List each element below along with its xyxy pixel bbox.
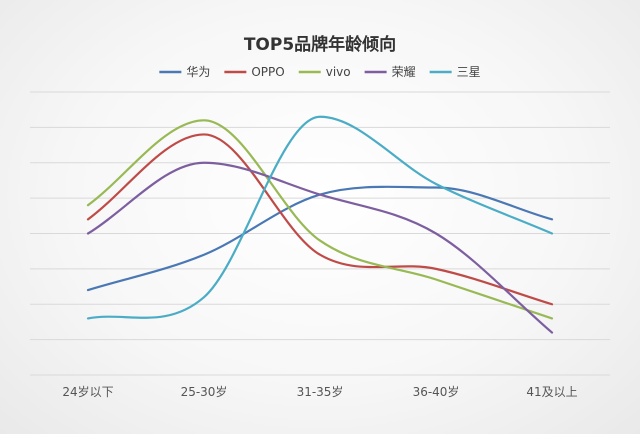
series-lines [86, 115, 554, 334]
x-axis-ticks: 24岁以下 25-30岁 31-35岁 36-40岁 41及以上 [62, 384, 577, 399]
x-tick-label: 24岁以下 [62, 384, 113, 399]
series-line [86, 185, 554, 292]
x-tick-label: 31-35岁 [297, 384, 344, 399]
legend-item: 荣耀 [364, 65, 416, 79]
legend-item: vivo [298, 65, 351, 79]
legend-item: 华为 [159, 65, 210, 79]
x-tick-label: 36-40岁 [413, 384, 460, 399]
legend-label: 三星 [457, 65, 481, 79]
series-line [86, 115, 554, 320]
legend-label: vivo [326, 65, 351, 79]
series-line [86, 119, 554, 320]
x-tick-label: 41及以上 [526, 385, 577, 399]
legend-label: OPPO [251, 65, 284, 79]
x-tick-label: 25-30岁 [181, 384, 228, 399]
chart-title: TOP5品牌年龄倾向 [244, 34, 396, 55]
series-line [86, 133, 554, 306]
legend: 华为 OPPO vivo 荣耀 三星 [159, 65, 481, 79]
gridlines [30, 91, 610, 376]
legend-item: OPPO [224, 65, 285, 79]
legend-item: 三星 [429, 65, 481, 79]
series-line [86, 161, 554, 334]
legend-label: 华为 [186, 65, 210, 79]
legend-label: 荣耀 [392, 65, 416, 79]
